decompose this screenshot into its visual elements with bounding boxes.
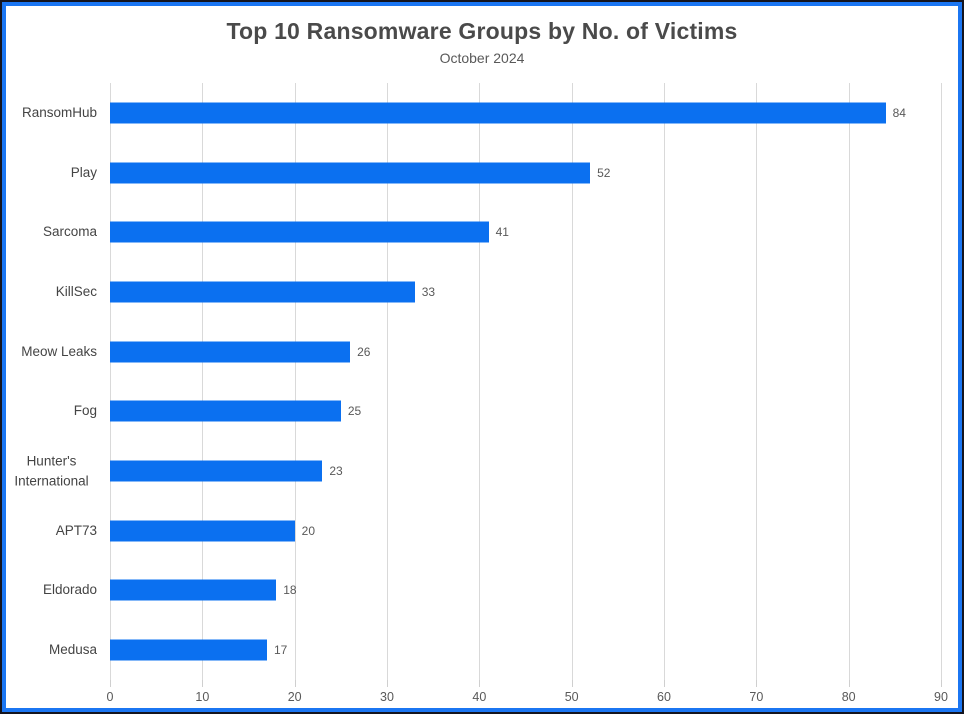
gridline-x-80 xyxy=(848,83,850,680)
bar-play xyxy=(110,162,591,184)
bar-row: Medusa 17 xyxy=(49,620,941,680)
axis-tick-20 xyxy=(294,680,296,687)
value-label: 18 xyxy=(283,583,297,598)
value-label: 84 xyxy=(892,105,906,120)
category-label: KillSec xyxy=(6,282,110,302)
value-label: 33 xyxy=(421,284,436,299)
x-tick-label: 90 xyxy=(934,690,948,704)
axis-tick-0 xyxy=(110,680,111,687)
bar-apt73 xyxy=(110,520,295,542)
x-tick-label: 20 xyxy=(287,690,302,704)
x-tick-label: 30 xyxy=(380,690,394,704)
category-label: Meow Leaks xyxy=(6,342,110,362)
category-label: Medusa xyxy=(6,640,110,660)
bar-killsec xyxy=(110,281,415,303)
bar-row: Fog 25 xyxy=(74,382,941,442)
bar-row: Sarcoma 41 xyxy=(43,202,941,262)
category-label: RansomHub xyxy=(6,103,110,123)
value-label: 26 xyxy=(357,344,371,359)
category-label-text: Sarcoma xyxy=(42,224,97,240)
bar-eldorado xyxy=(110,579,277,601)
value-label: 25 xyxy=(347,404,362,419)
bar-row: Meow Leaks 26 xyxy=(21,322,941,382)
category-label: Sarcoma xyxy=(6,222,110,242)
chart-subtitle: October 2024 xyxy=(439,50,525,66)
bar-row: RansomHub 84 xyxy=(22,83,941,143)
axis-tick-10 xyxy=(202,680,204,687)
plot-area: 0 10 20 30 40 50 60 70 80 90 RansomHub 84 Play 52 Sarc… xyxy=(14,83,948,704)
bar-row: Hunter's International 23 xyxy=(14,441,941,501)
gridline-x-20 xyxy=(294,83,296,680)
category-label: Eldorado xyxy=(6,581,110,601)
gridline-x-50 xyxy=(571,83,573,680)
gridline-x-30 xyxy=(386,83,388,680)
category-label: APT73 xyxy=(6,521,110,541)
x-tick-label: 80 xyxy=(841,690,856,704)
axis-tick-30 xyxy=(386,680,388,687)
bar-row: KillSec 33 xyxy=(56,262,941,322)
axis-tick-40 xyxy=(479,680,481,687)
x-tick-label: 10 xyxy=(195,690,210,704)
value-label: 17 xyxy=(273,643,288,658)
category-label: Play xyxy=(6,163,110,183)
category-label-text: RansomHub xyxy=(21,105,97,121)
x-tick-label: 60 xyxy=(657,690,671,704)
x-tick-label: 70 xyxy=(749,690,764,704)
category-label-text: Hunter's International xyxy=(14,453,89,489)
bar-fog xyxy=(110,400,341,422)
category-label-text: Eldorado xyxy=(42,582,97,598)
bar-row: Play 52 xyxy=(71,143,941,203)
category-label-text: Meow Leaks xyxy=(21,343,97,359)
bar-hunter-s-international xyxy=(110,460,323,482)
category-label: Hunter's International xyxy=(6,451,110,490)
x-tick-label: 40 xyxy=(472,690,487,704)
category-label-text: Fog xyxy=(73,403,97,419)
bar-row: APT73 20 xyxy=(56,501,941,561)
gridline-x-60 xyxy=(663,83,665,680)
value-label: 52 xyxy=(597,165,611,180)
bar-medusa xyxy=(110,639,267,661)
value-label: 20 xyxy=(301,523,316,538)
axis-tick-50 xyxy=(571,680,573,687)
gridline-x-70 xyxy=(756,83,758,680)
axis-tick-80 xyxy=(848,680,850,687)
category-label-text: Play xyxy=(70,164,97,180)
category-label-text: Medusa xyxy=(48,642,97,658)
bar-ransomhub xyxy=(110,102,886,124)
gridline-x-10 xyxy=(202,83,204,680)
category-label: Fog xyxy=(6,402,110,422)
category-label-text: APT73 xyxy=(55,522,97,538)
value-label: 23 xyxy=(329,464,343,479)
category-label-text: KillSec xyxy=(55,284,97,300)
gridline-x-90 xyxy=(941,83,942,680)
gridline-x-40 xyxy=(479,83,481,680)
bar-row: Eldorado 18 xyxy=(43,561,941,621)
gridline-x-0 xyxy=(110,83,111,680)
bar-sarcoma xyxy=(110,221,489,243)
x-tick-label: 0 xyxy=(106,690,114,704)
axis-tick-90 xyxy=(941,680,942,687)
axis-tick-70 xyxy=(756,680,758,687)
x-tick-label: 50 xyxy=(564,690,579,704)
chart-title: Top 10 Ransomware Groups by No. of Victi… xyxy=(226,18,738,44)
axis-tick-60 xyxy=(663,680,665,687)
bar-meow-leaks xyxy=(110,341,351,363)
value-label: 41 xyxy=(495,225,509,240)
